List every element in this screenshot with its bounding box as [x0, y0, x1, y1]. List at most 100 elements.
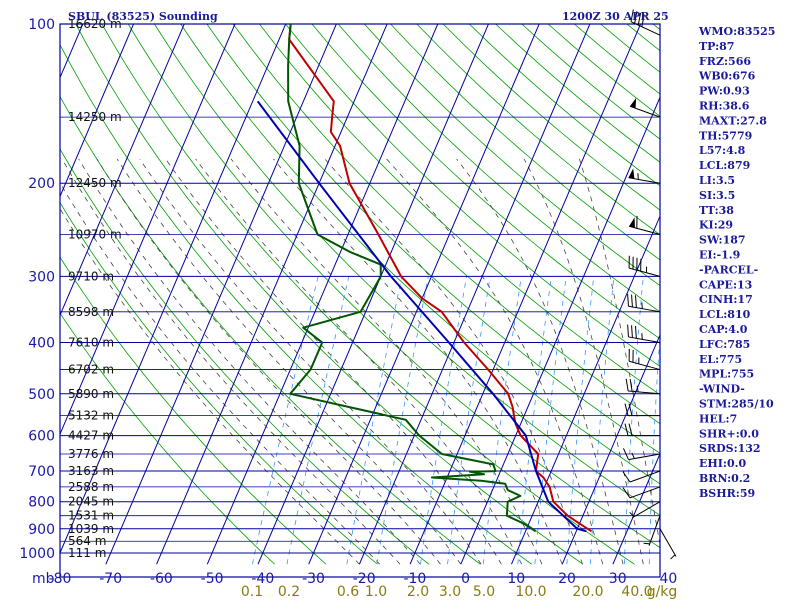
- pressure-tick-label: 300: [28, 269, 55, 285]
- dewpoint-profile-line: [287, 24, 537, 533]
- mixing-ratio-label: 0.1: [241, 584, 263, 600]
- sounding-index-entry: BSHR:59: [699, 487, 755, 500]
- height-label: 7610 m: [68, 335, 114, 349]
- dry-adiabat-line: [60, 312, 275, 565]
- dry-adiabat-line: [758, 24, 800, 564]
- dry-adiabat-line: [180, 24, 660, 485]
- moist-adiabat-line: [96, 158, 441, 565]
- height-label: 1039 m: [68, 522, 114, 536]
- sounding-index-entry: EI:-1.9: [699, 249, 740, 262]
- dry-adiabat-line: [547, 24, 660, 117]
- height-label: 12450 m: [68, 176, 122, 190]
- wind-barb-staff: [628, 305, 661, 313]
- pressure-tick-label: 900: [28, 522, 55, 538]
- sounding-index-entry: EHI:0.0: [699, 457, 746, 470]
- height-labels: 16620 m 14250 m 12450 m 10970 m 9710 m 8598 m…: [68, 17, 122, 560]
- dry-adiabat-line: [60, 148, 430, 565]
- pressure-tick-label: 500: [28, 387, 55, 403]
- isotherm-line: [358, 24, 591, 565]
- mixing-ratio-line: [534, 276, 567, 565]
- height-label: 14250 m: [68, 110, 122, 124]
- wind-barb: [629, 97, 661, 118]
- wind-barb: [627, 293, 661, 313]
- wind-barb-staff: [629, 105, 661, 118]
- mixing-ratio-line: [346, 276, 403, 565]
- sounding-index-entry: CINH:17: [699, 293, 753, 306]
- mixing-ratio-label: 2.0: [407, 584, 429, 600]
- wind-barb-staff: [630, 21, 661, 36]
- profiles: [256, 24, 593, 533]
- sounding-index-entry: SRDS:132: [699, 442, 761, 455]
- wind-barb-half-feather: [636, 385, 639, 392]
- wind-barb-staff: [628, 360, 661, 371]
- wind-barb-staff: [628, 177, 661, 184]
- wind-barb-staff: [659, 528, 677, 557]
- wind-barb-feather: [624, 423, 629, 436]
- wind-barb-feather: [628, 403, 633, 416]
- mixing-ratio-lines: [252, 276, 660, 565]
- wind-barb-feather: [622, 487, 631, 499]
- sounding-index-entry: LCL:879: [699, 159, 750, 172]
- pressure-tick-label: 600: [28, 429, 55, 445]
- isotherm-line: [561, 333, 660, 565]
- sounding-index-entry: LCL:810: [699, 308, 751, 321]
- isotherm-line: [511, 214, 660, 565]
- height-label: 3776 m: [68, 447, 114, 461]
- sounding-index-entry: -WIND-: [699, 383, 745, 396]
- dry-adiabat-line: [206, 24, 660, 454]
- sounding-index-entry: BRN:0.2: [699, 472, 750, 485]
- dry-adiabat-line: [259, 24, 660, 396]
- height-label: 4427 m: [68, 429, 114, 443]
- wind-barb-feather: [631, 294, 633, 307]
- wind-barb-staff: [628, 453, 661, 461]
- dry-adiabat-line: [60, 256, 327, 565]
- sounding-index-entry: L57:4.8: [699, 144, 746, 157]
- sounding-index-entry: SHR+:0.0: [699, 427, 759, 440]
- mixing-ratio-line: [420, 276, 467, 565]
- mixing-ratio-line: [252, 276, 319, 565]
- temperature-tick-label: -30: [302, 571, 325, 587]
- wind-barb-feather: [630, 9, 634, 22]
- mixing-ratio-line: [286, 276, 350, 565]
- isotherm-line: [60, 24, 135, 198]
- moist-adiabat-line: [139, 158, 482, 565]
- dry-adiabat-line: [60, 201, 378, 565]
- sounding-index-entry: SW:187: [699, 234, 746, 247]
- isotherm-line: [105, 24, 337, 565]
- moist-adiabat-line: [230, 158, 543, 565]
- mixing-ratio-labels: 0.1 0.2 0.6 1.0 2.0 3.0 5.0 10.0 20.0 40.0g/kg: [241, 584, 677, 600]
- sounding-index-entry: MPL:755: [699, 368, 754, 381]
- wind-barbs: [622, 9, 677, 560]
- height-label: 10970 m: [68, 228, 122, 242]
- mixing-ratio-label: 5.0: [473, 584, 495, 600]
- wind-barb-staff: [628, 267, 661, 277]
- moist-adiabat-line: [579, 158, 660, 547]
- moist-adiabat-line: [61, 158, 401, 565]
- mixing-ratio-label: 1.0: [365, 584, 387, 600]
- chart-timestamp: 1200Z 30 APR 25: [562, 10, 669, 23]
- mixing-ratio-line: [376, 276, 429, 565]
- chart-title: SBUL (83525) Sounding: [68, 10, 218, 23]
- sounding-index-entry: RH:38.6: [699, 100, 750, 113]
- wind-barb: [622, 448, 661, 461]
- mixing-ratio-label: g/kg: [647, 584, 678, 600]
- pressure-tick-label: 100: [28, 17, 55, 33]
- isotherm-line: [308, 24, 540, 565]
- moist-adiabat-line: [60, 181, 380, 565]
- temperature-tick-label: 10: [507, 571, 525, 587]
- height-label: 16620 m: [68, 17, 122, 31]
- wind-barb: [628, 168, 661, 184]
- moist-adiabat-line: [523, 158, 644, 565]
- moist-adiabat-line: [386, 158, 604, 565]
- wind-barb: [622, 486, 661, 499]
- mixing-ratio-label: 20.0: [572, 584, 603, 600]
- wind-barb-pennant: [628, 168, 635, 179]
- sounding-index-entry: KI:29: [699, 219, 733, 232]
- temperature-profile-line: [288, 24, 593, 533]
- temperature-tick-label: -50: [201, 571, 224, 587]
- temperature-tick-label: 30: [609, 571, 627, 587]
- sounding-index-entry: TP:87: [699, 40, 734, 53]
- mixing-ratio-label: 0.2: [278, 584, 300, 600]
- wind-barb-feather: [637, 12, 642, 26]
